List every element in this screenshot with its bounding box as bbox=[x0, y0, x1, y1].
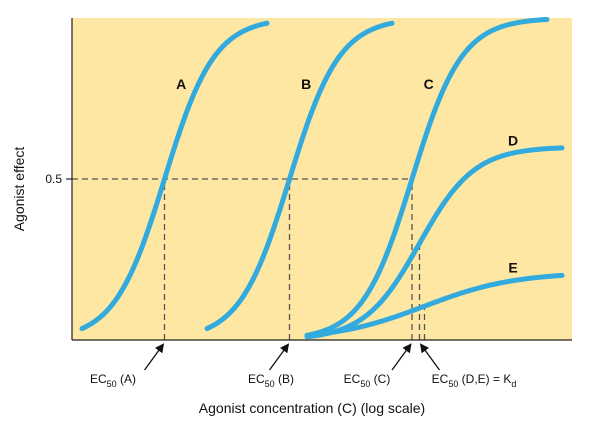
curve-label-c: C bbox=[424, 76, 434, 92]
curve-labels: A B C D E bbox=[176, 76, 518, 276]
curve-e bbox=[304, 272, 565, 338]
x-axis-label: Agonist concentration (C) (log scale) bbox=[199, 400, 425, 416]
curve-b bbox=[204, 20, 395, 332]
y-axis-label: Agonist effect bbox=[11, 147, 27, 232]
curve-a bbox=[79, 20, 270, 332]
curve-label-e: E bbox=[508, 260, 517, 276]
ec50-arrow-3 bbox=[391, 343, 412, 371]
ec50-arrow-1 bbox=[143, 343, 165, 371]
ec50-label-3: EC50 (C) bbox=[344, 372, 391, 389]
y-tick-label: 0.5 bbox=[45, 172, 62, 186]
ec50-label-1: EC50 (A) bbox=[90, 372, 136, 389]
ec50-arrow-2 bbox=[268, 343, 290, 371]
ec50-annotations: EC50 (A) EC50 (B) EC50 (C) EC50 (D,E) = Kd bbox=[90, 343, 517, 389]
curve-label-b: B bbox=[301, 76, 311, 92]
ec50-arrow-4 bbox=[419, 343, 441, 371]
ec50-label-2: EC50 (B) bbox=[248, 372, 294, 389]
ec50-label-4: EC50 (D,E) = Kd bbox=[432, 372, 517, 389]
curve-label-d: D bbox=[508, 133, 518, 149]
curve-label-a: A bbox=[176, 76, 186, 92]
curve-c bbox=[304, 16, 550, 338]
axes: 0.5 bbox=[45, 18, 572, 341]
curve-d bbox=[304, 145, 565, 340]
curves bbox=[79, 16, 565, 340]
